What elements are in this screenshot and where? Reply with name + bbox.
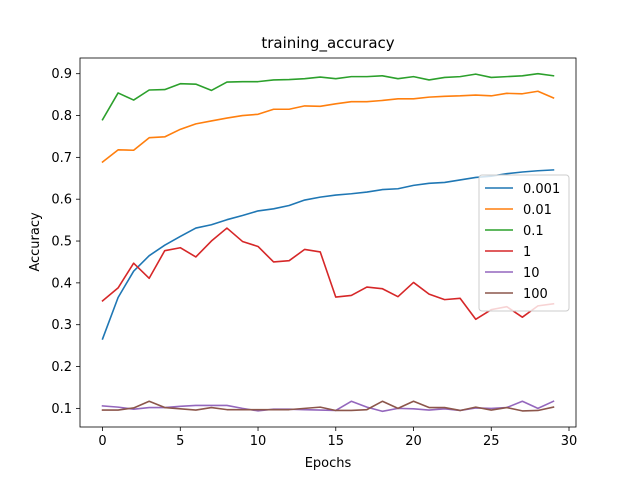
x-tick-label: 5 <box>176 434 184 449</box>
y-tick-label: 0.2 <box>51 360 72 375</box>
y-tick-label: 0.9 <box>51 67 72 82</box>
legend-label: 100 <box>523 287 548 302</box>
axes-frame <box>79 57 577 428</box>
x-tick-label: 10 <box>250 434 267 449</box>
y-tick-label: 0.8 <box>51 109 72 124</box>
legend-label: 0.001 <box>523 182 560 197</box>
x-tick-label: 0 <box>98 434 106 449</box>
x-axis-label: Epochs <box>305 456 352 471</box>
series-line-5 <box>101 400 555 412</box>
legend-label: 1 <box>523 245 531 260</box>
legend: 0.001 0.01 0.1 1 10 100 <box>478 174 570 312</box>
legend-label: 10 <box>523 266 540 281</box>
y-tick-label: 0.4 <box>51 276 72 291</box>
series-line-1 <box>101 90 555 164</box>
x-tick-label: 30 <box>561 434 578 449</box>
series-line-0 <box>101 169 555 340</box>
legend-label: 0.01 <box>523 203 552 218</box>
y-axis-label: Accuracy <box>28 212 43 272</box>
y-tick-label: 0.6 <box>51 193 72 208</box>
x-axis: 0 5 10 15 20 25 30 <box>98 427 577 449</box>
y-tick-label: 0.5 <box>51 235 72 250</box>
y-tick-label: 0.3 <box>51 318 72 333</box>
series-line-2 <box>101 72 555 121</box>
series-lines <box>101 72 555 413</box>
x-tick-label: 15 <box>328 434 345 449</box>
x-tick-label: 20 <box>405 434 422 449</box>
legend-label: 0.1 <box>523 224 544 239</box>
chart-title: training_accuracy <box>261 34 394 53</box>
x-tick-label: 25 <box>483 434 500 449</box>
y-tick-label: 0.1 <box>51 402 72 417</box>
series-line-3 <box>101 227 555 321</box>
y-tick-label: 0.7 <box>51 151 72 166</box>
y-axis: 0.1 0.2 0.3 0.4 0.5 0.6 0.7 0.8 0.9 <box>51 67 80 417</box>
